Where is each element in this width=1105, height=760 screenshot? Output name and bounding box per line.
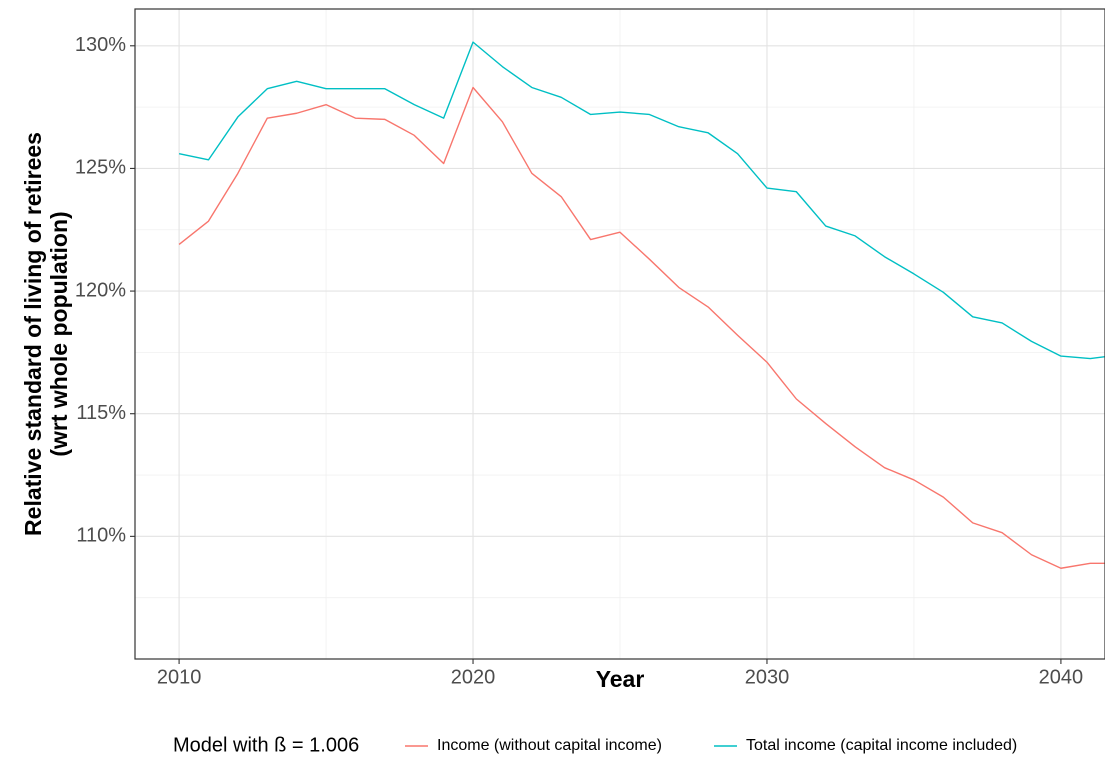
gridlines xyxy=(135,9,1105,659)
series-lines xyxy=(178,41,1105,569)
series-line-2 xyxy=(178,41,1105,360)
y-axis-title: Relative standard of living of retirees … xyxy=(20,132,72,536)
legend-title: Model with ß = 1.006 xyxy=(173,734,359,756)
x-tick-label: 2020 xyxy=(451,666,496,688)
x-tick-label: 2030 xyxy=(745,666,790,688)
y-axis-ticks: 110% 115% 120% 125% 130% xyxy=(75,34,135,547)
legend: Model with ß = 1.006 Income (without cap… xyxy=(173,734,1017,756)
x-axis-ticks: 2010 2020 2030 2040 xyxy=(157,659,1083,688)
x-axis-title: Year xyxy=(596,666,645,692)
y-tick-label: 115% xyxy=(76,402,126,424)
y-tick-label: 120% xyxy=(75,279,126,301)
y-axis-title-line-2: (wrt whole population) xyxy=(46,211,72,456)
y-tick-label: 125% xyxy=(75,157,126,179)
x-tick-label: 2010 xyxy=(157,666,202,688)
x-tick-label: 2040 xyxy=(1039,666,1084,688)
legend-label-total-income: Total income (capital income included) xyxy=(746,737,1017,754)
plot-border xyxy=(134,8,1105,660)
y-tick-label: 130% xyxy=(75,34,126,56)
y-axis-title-line-1: Relative standard of living of retirees xyxy=(20,132,46,536)
y-tick-label: 110% xyxy=(76,525,126,547)
series-line-1 xyxy=(178,86,1105,569)
legend-label-income: Income (without capital income) xyxy=(437,737,662,754)
